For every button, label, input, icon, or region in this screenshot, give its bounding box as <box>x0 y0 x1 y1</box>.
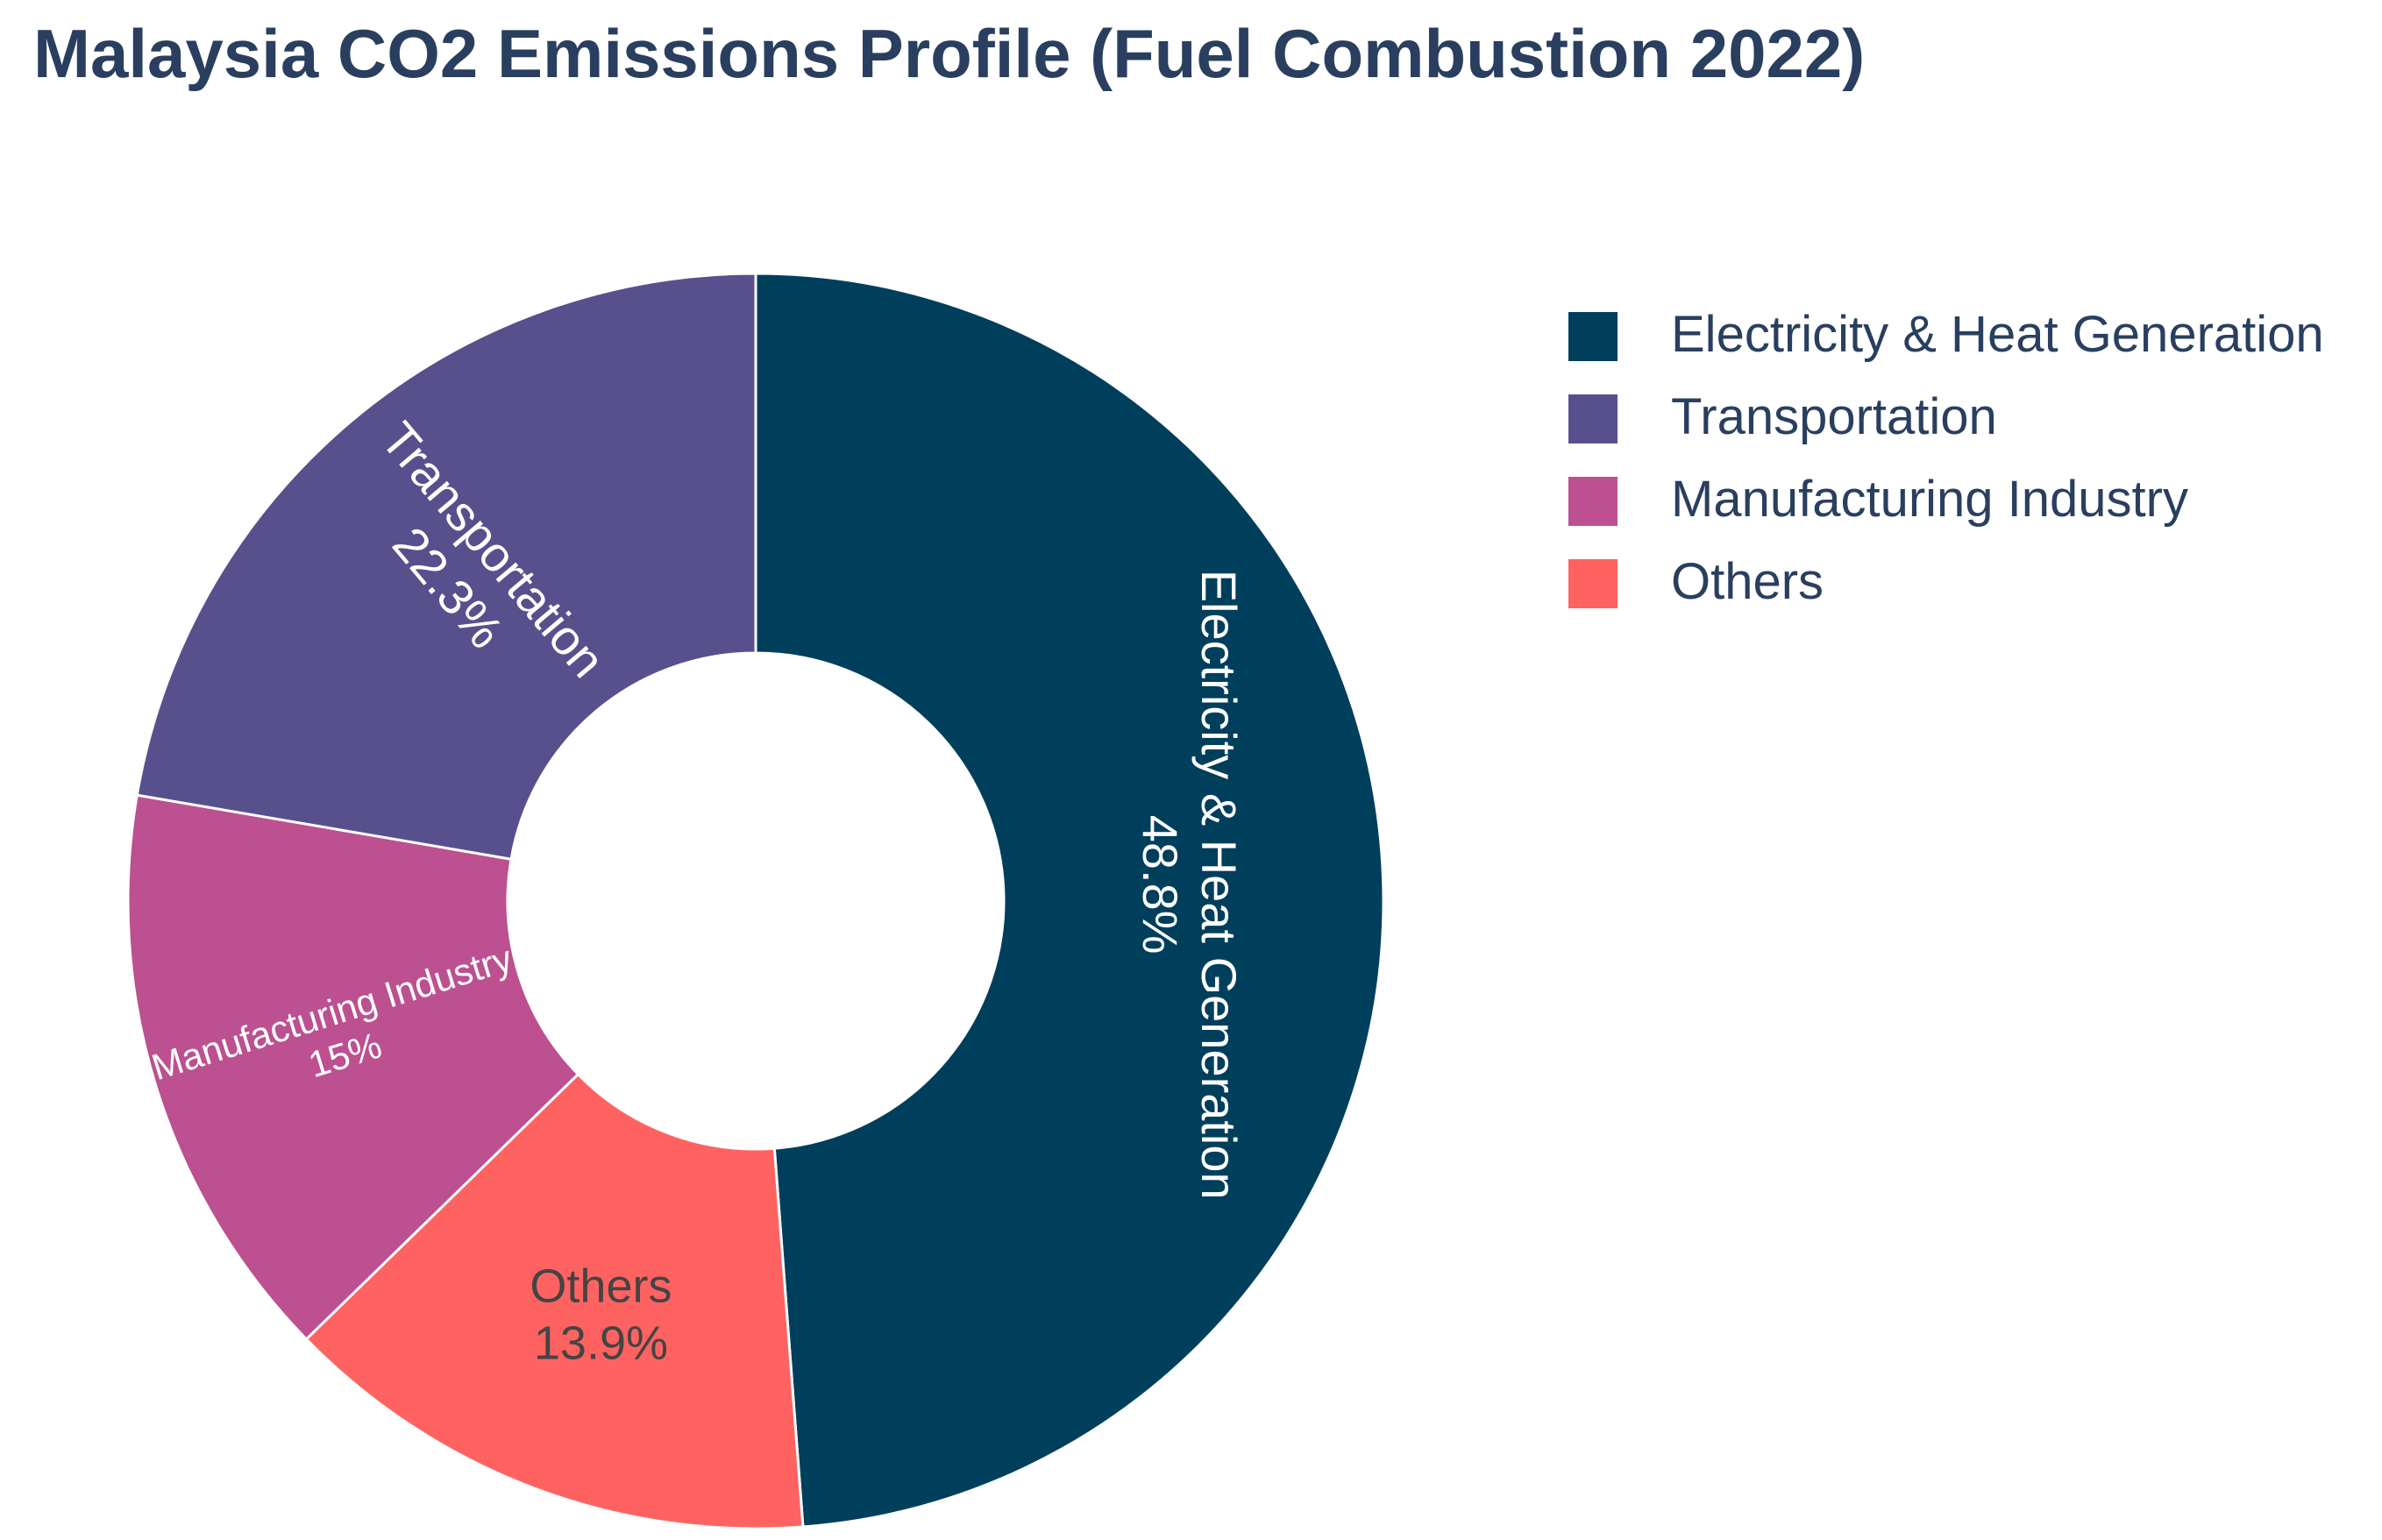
slice-category-label: Others <box>530 1260 672 1313</box>
slice-manufacturing-industry <box>126 793 580 1342</box>
donut-slices <box>126 272 1385 1530</box>
legend-swatch-others <box>1568 559 1618 608</box>
slice-percent-label: 13.9% <box>534 1316 668 1369</box>
slice-others <box>304 1072 805 1530</box>
legend-swatch-transportation <box>1568 394 1618 444</box>
slice-electricity-and-heat-generation <box>754 272 1385 1529</box>
legend: Electricity & Heat Generation Transportat… <box>1568 306 2324 610</box>
slice-transportation <box>135 272 757 861</box>
slice-percent-label: 48.8% <box>1133 815 1188 955</box>
legend-label-others: Others <box>1671 553 1824 610</box>
slice-category-label: Electricity & Heat Generation <box>1191 570 1247 1200</box>
chart-title: Malaysia CO2 Emissions Profile (Fuel Com… <box>33 15 1865 92</box>
legend-label-transportation: Transportation <box>1671 388 1997 445</box>
legend-swatch-electricity-and-heat-generation <box>1568 312 1618 361</box>
legend-label-electricity-and-heat-generation: Electricity & Heat Generation <box>1671 306 2324 363</box>
legend-label-manufacturing-industry: Manufacturing Industry <box>1671 471 2188 528</box>
legend-swatch-manufacturing-industry <box>1568 477 1618 526</box>
